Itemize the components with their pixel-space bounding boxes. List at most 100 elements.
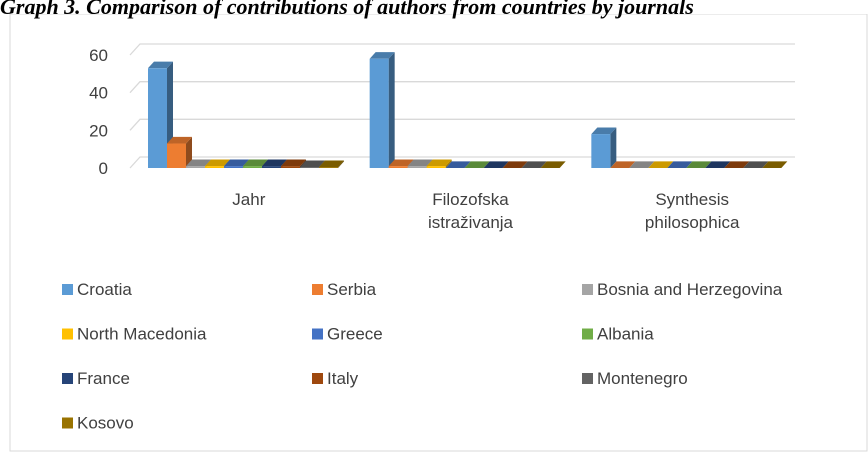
bar-top [262, 159, 287, 167]
legend-label: Italy [327, 369, 359, 388]
bar-top [743, 161, 769, 168]
x-tick-label: Synthesis philosophica [645, 190, 740, 232]
legend-swatch [582, 328, 593, 340]
bar [464, 161, 490, 168]
bar-front [407, 166, 427, 168]
bar [762, 161, 788, 168]
legend-swatch [62, 373, 73, 384]
bar-top [540, 161, 566, 168]
bar [705, 161, 731, 168]
chart-frame [9, 13, 868, 452]
x-tick-label-line: istraživanja [428, 213, 514, 232]
bar-top [705, 161, 731, 168]
x-tick-label: Filozofska istraživanja [428, 190, 514, 232]
bar-side [338, 160, 344, 168]
bar-top [167, 136, 192, 144]
bar-front [388, 166, 408, 168]
bar-top [724, 161, 750, 168]
bar-front [369, 58, 389, 169]
bar [521, 161, 547, 168]
legend-swatch [582, 373, 593, 384]
chart-title: Graph 3. Comparison of contributions of … [0, 0, 694, 19]
x-tick-label-line: philosophica [645, 213, 740, 232]
bar [445, 161, 471, 168]
bar [686, 161, 712, 168]
bar-front [243, 166, 262, 168]
legend-label: Montenegro [597, 369, 688, 388]
bar [540, 161, 566, 168]
bar-side [186, 136, 192, 168]
bar [483, 161, 509, 168]
bar [667, 161, 693, 168]
bar-top [667, 161, 693, 168]
legend-swatch [312, 284, 323, 295]
grid-line [129, 43, 795, 56]
bar-front [319, 167, 338, 168]
legend-swatch [62, 417, 73, 429]
bar-top [686, 161, 712, 168]
legend-label: Greece [327, 325, 383, 344]
bar-top [445, 161, 471, 168]
bar-top [629, 161, 655, 168]
grid-line [129, 118, 795, 131]
bar-front [281, 166, 300, 168]
y-tick-label: 60 [89, 46, 108, 65]
bar-front [205, 166, 224, 168]
bar-top [521, 161, 547, 168]
x-tick-label-line: Synthesis [655, 190, 729, 209]
bar-top [426, 159, 452, 167]
bar-top [369, 52, 395, 59]
bar-front [186, 166, 205, 168]
bar-front [300, 167, 319, 168]
bar-top [483, 161, 509, 168]
legend-label: Bosnia and Herzegovina [597, 280, 783, 299]
bar-front [591, 134, 611, 168]
legend-label: North Macedonia [77, 325, 207, 344]
legend-label: France [77, 369, 130, 388]
bar-front [224, 166, 243, 168]
bar-side [610, 127, 617, 168]
bar [629, 161, 655, 168]
legend-label: Serbia [327, 280, 377, 299]
bar-front [148, 68, 167, 168]
x-tick-label: Jahr [232, 190, 265, 209]
bar-front [167, 143, 186, 168]
legend-swatch [62, 328, 73, 340]
title-background [0, 0, 868, 14]
bar [502, 161, 528, 168]
legend-swatch [312, 373, 323, 384]
y-tick-label: 40 [89, 84, 108, 103]
x-tick-label-line: Filozofska [432, 190, 509, 209]
bar-top [319, 160, 344, 168]
bar-side [388, 52, 395, 168]
bar-top [300, 160, 325, 168]
bar-side [445, 159, 452, 168]
legend-label: Kosovo [77, 414, 134, 433]
legend-swatch [582, 284, 593, 295]
bar-top [407, 159, 433, 167]
bar-top [762, 161, 788, 168]
bar-top [610, 161, 636, 168]
bar-top [502, 161, 528, 168]
bar [319, 160, 344, 168]
bar-top [388, 159, 414, 167]
grid-line [129, 156, 795, 169]
bar [648, 161, 674, 168]
bar-top [464, 161, 490, 168]
bar-top [205, 159, 230, 167]
bar-top [281, 159, 306, 167]
legend-swatch [312, 328, 323, 340]
bar-top [648, 161, 674, 168]
bar-top [591, 127, 617, 135]
legend-swatch [62, 284, 73, 295]
bar-front [262, 166, 281, 168]
legend-label: Albania [597, 325, 654, 344]
bar-top [224, 159, 249, 167]
bar [369, 52, 395, 169]
bar [610, 161, 636, 168]
bar-top [186, 159, 211, 167]
y-tick-label: 0 [99, 159, 108, 178]
bar [591, 127, 617, 168]
bar [743, 161, 769, 168]
